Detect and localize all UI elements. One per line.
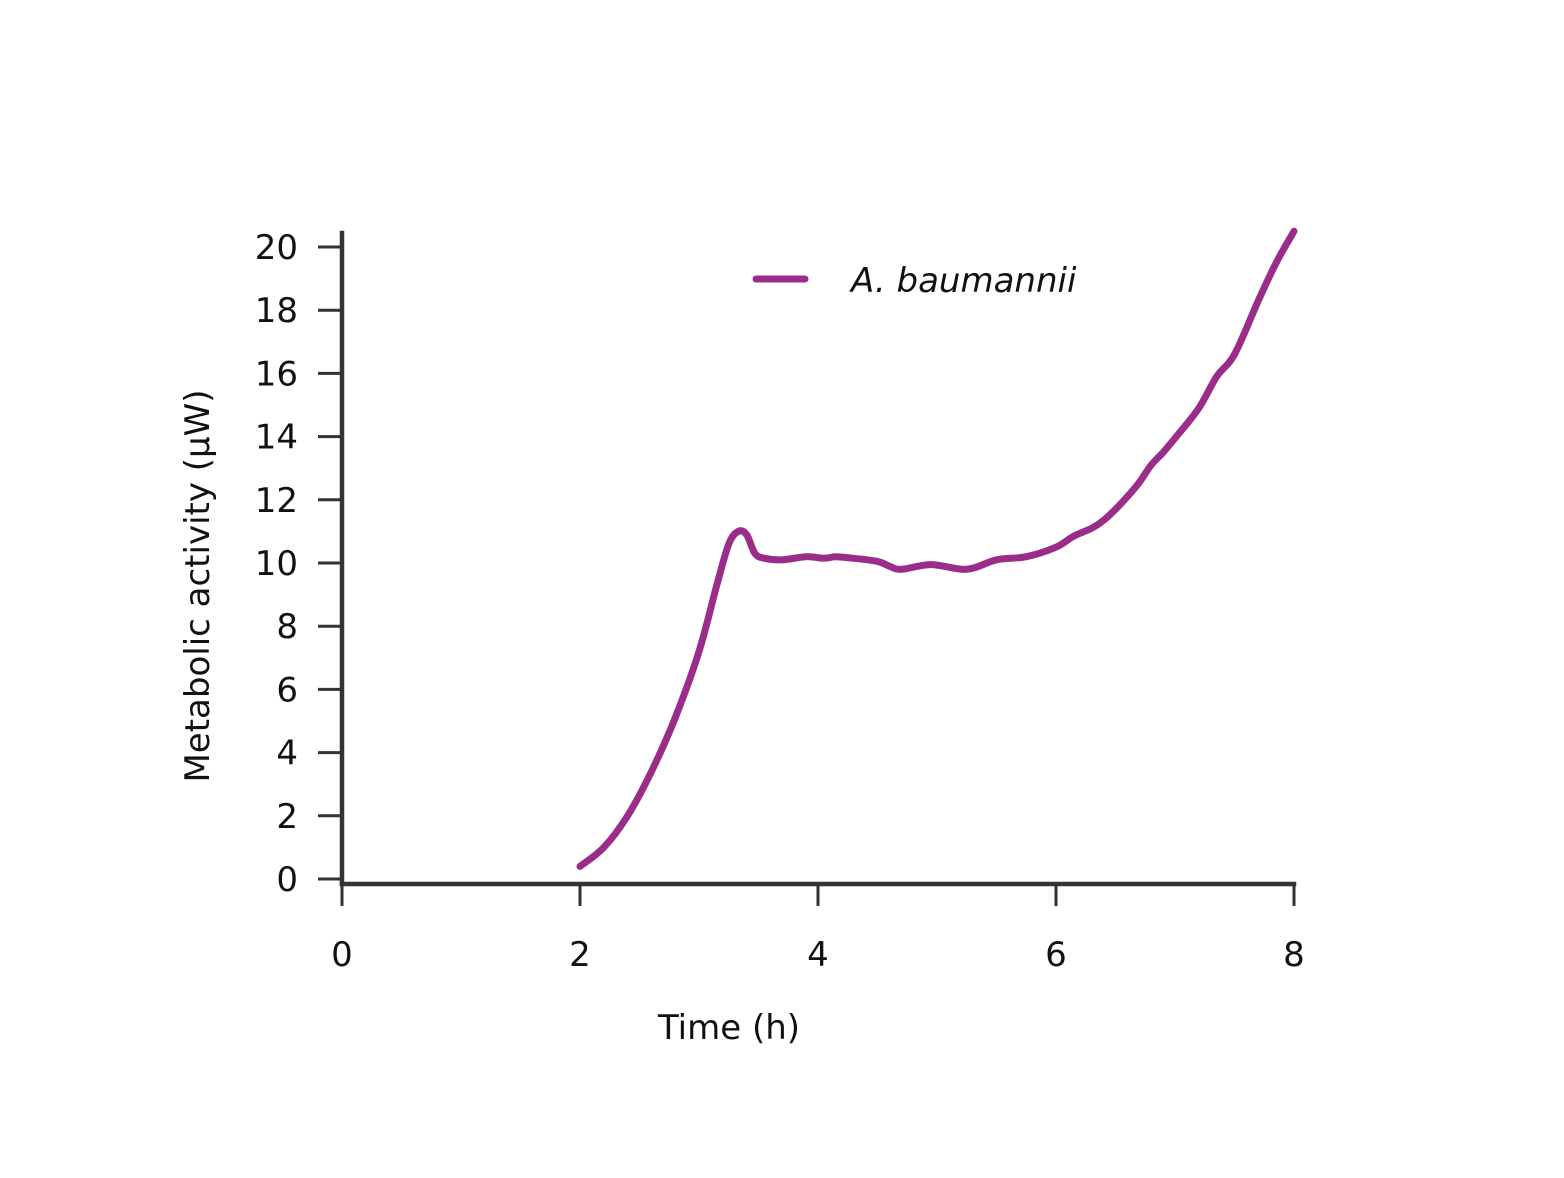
y-ticks: 0 2 4 6 8 10 12 14 16 18 20 (255, 228, 342, 900)
x-tick-label-4: 4 (807, 935, 829, 975)
x-tick-label-2: 2 (569, 935, 591, 975)
y-tick-label-8: 8 (276, 607, 298, 647)
x-tick-label-8: 8 (1283, 935, 1305, 975)
legend-label-a-baumannii: A. baumannii (849, 261, 1077, 301)
x-axis-label: Time (h) (657, 1008, 800, 1048)
y-tick-label-18: 18 (255, 291, 298, 331)
y-tick-label-16: 16 (255, 354, 298, 394)
x-ticks: 0 2 4 6 8 (331, 884, 1305, 975)
series-line-a-baumannii (576, 227, 1298, 870)
x-tick-label-0: 0 (331, 935, 353, 975)
y-tick-label-10: 10 (255, 544, 298, 584)
y-tick-label-12: 12 (255, 481, 298, 521)
y-tick-label-20: 20 (255, 228, 298, 268)
series-layer (576, 227, 1298, 870)
y-tick-label-6: 6 (276, 670, 298, 710)
y-tick-label-14: 14 (255, 418, 298, 458)
y-axis-label: Metabolic activity (μW) (178, 389, 218, 782)
y-tick-label-4: 4 (276, 734, 298, 774)
x-tick-label-6: 6 (1045, 935, 1067, 975)
y-tick-label-0: 0 (276, 860, 298, 900)
y-tick-label-2: 2 (276, 797, 298, 837)
legend: A. baumannii (752, 261, 1077, 301)
